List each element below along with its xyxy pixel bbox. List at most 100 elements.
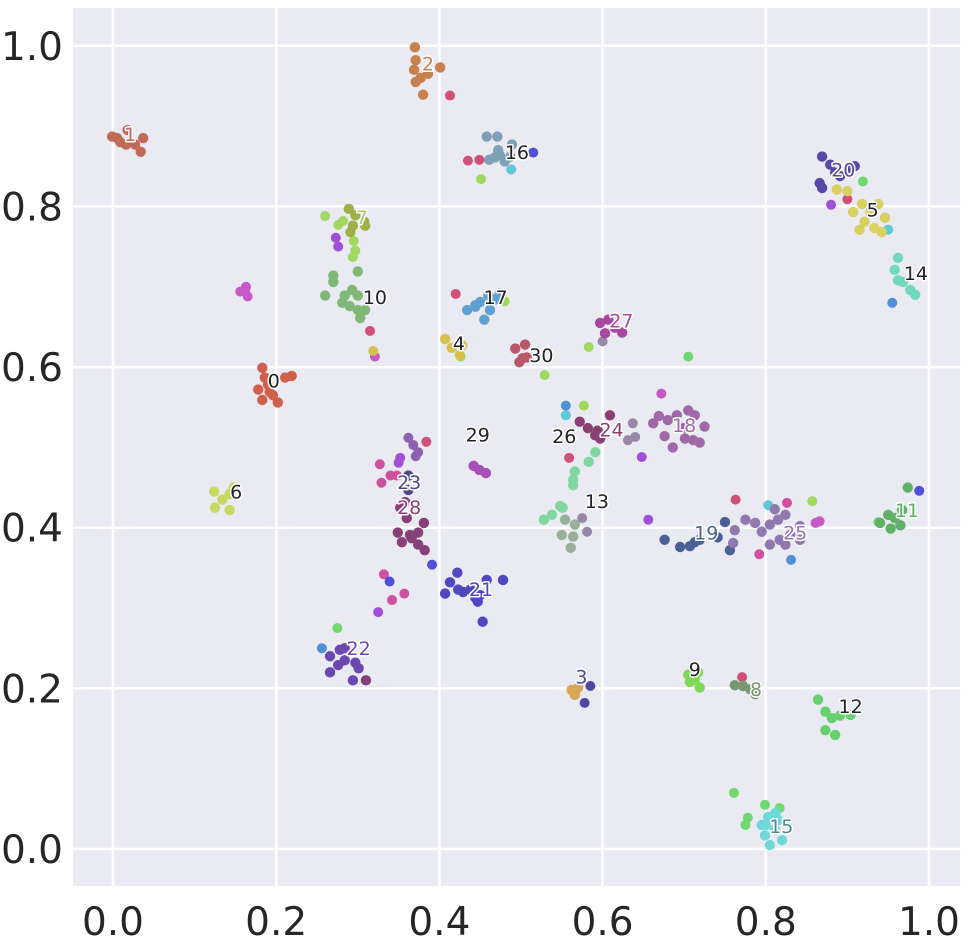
cluster-1-point [129, 139, 141, 150]
scatter-point [462, 155, 473, 166]
cluster-25-point [749, 517, 761, 529]
cluster-18-point [689, 410, 700, 421]
cluster-label-6: 6 [230, 482, 242, 504]
cluster-12-point [845, 709, 856, 721]
cluster-label-18: 18 [672, 415, 696, 437]
cluster-10-point [352, 290, 363, 301]
cluster-5-point [831, 184, 842, 195]
cluster-14-point [909, 289, 921, 300]
y-tick-label: 1.0 [1, 25, 63, 70]
cluster-label-25: 25 [783, 523, 807, 545]
cluster-21-point [474, 590, 486, 601]
cluster-label-0: 0 [268, 371, 280, 393]
cluster-2-point [435, 62, 446, 73]
cluster-25-point [794, 520, 806, 532]
scatter-point [759, 799, 770, 810]
cluster-13-point [583, 456, 594, 468]
cluster-28-point [392, 527, 403, 538]
cluster-19-point [674, 541, 686, 553]
cluster-13-point [568, 479, 579, 491]
cluster-0-point [257, 362, 268, 374]
cluster-18-point [667, 442, 678, 453]
cluster-19-point [694, 534, 705, 545]
cluster-label-4: 4 [453, 333, 465, 355]
cluster-16-point [492, 131, 503, 142]
cluster-13-point [590, 447, 601, 458]
cluster-2-point [422, 68, 434, 80]
cluster-label-17: 17 [484, 287, 508, 309]
cluster-24-point [604, 410, 616, 421]
cluster-15-point [769, 824, 780, 835]
cluster-13-point [569, 466, 581, 477]
scatter-point [807, 496, 818, 507]
cluster-16-point [483, 154, 495, 166]
scatter-point [476, 174, 487, 185]
scatter-point [499, 296, 510, 307]
cluster-25-point [740, 514, 751, 525]
scatter-point [376, 477, 387, 488]
cluster-12-point [829, 729, 841, 741]
scatter-point [585, 680, 596, 691]
scatter-point [408, 439, 419, 450]
cluster-5-point [879, 212, 891, 223]
scatter-point [754, 549, 765, 560]
plot-background [73, 8, 960, 886]
cluster-11-point [885, 523, 896, 534]
cluster-label-23: 23 [397, 472, 421, 494]
cluster-12-point [820, 724, 831, 736]
cluster-30-point [519, 339, 531, 350]
cluster-label-15: 15 [769, 816, 793, 838]
y-tick-label: 0.4 [1, 507, 63, 552]
scatter-point [656, 388, 667, 399]
cluster-label-11: 11 [895, 500, 919, 522]
cluster-11-point [874, 517, 886, 529]
cluster-19-point [712, 532, 723, 543]
scatter-point [539, 370, 550, 381]
data-points [106, 42, 925, 851]
cluster-7-point [343, 203, 355, 215]
scatter-point [368, 346, 379, 357]
cluster-27-point [609, 322, 621, 333]
cluster-21-point [439, 588, 451, 599]
cluster-label-24: 24 [599, 420, 623, 442]
cluster-label-29: 29 [466, 425, 490, 447]
cluster-27-point [594, 317, 606, 329]
cluster-6-point [209, 502, 221, 513]
cluster-28-point [419, 545, 430, 556]
cluster-25-point [729, 524, 740, 536]
cluster-20-point [816, 151, 828, 162]
cluster-25-point [769, 504, 780, 515]
scatter-point [636, 452, 647, 463]
cluster-4-point [439, 333, 451, 345]
cluster-1-point [122, 124, 133, 136]
cluster-9-point [684, 676, 696, 688]
scatter-point [582, 526, 593, 537]
cluster-28-point [396, 536, 408, 548]
scatter-point [474, 154, 485, 165]
cluster-25-point [772, 514, 784, 525]
cluster-17-point [461, 304, 473, 316]
cluster-18-point [662, 414, 674, 426]
cluster-label-2: 2 [422, 53, 434, 75]
x-tick-label: 1.0 [898, 900, 960, 941]
cluster-5-point [865, 206, 876, 218]
cluster-27-point [616, 327, 628, 338]
cluster-label-10: 10 [363, 287, 387, 309]
cluster-22-point [353, 663, 364, 674]
scatter-point [410, 451, 421, 462]
cluster-labels: 0123456789101112131415161718192021222324… [123, 52, 930, 839]
cluster-14-point [892, 252, 904, 264]
scatter-point [421, 436, 432, 447]
cluster-24-point [582, 422, 594, 434]
cluster-10-point [352, 266, 363, 277]
scatter-point [577, 513, 588, 524]
cluster-label-26: 26 [552, 426, 576, 448]
cluster-2-point [410, 55, 421, 66]
scatter-point [365, 325, 376, 336]
scatter-point [842, 194, 853, 205]
cluster-22-point [333, 659, 344, 671]
cluster-24-point [574, 416, 585, 427]
cluster-4-point [446, 342, 457, 353]
cluster-23-point [403, 484, 414, 496]
scatter-point [782, 497, 793, 508]
